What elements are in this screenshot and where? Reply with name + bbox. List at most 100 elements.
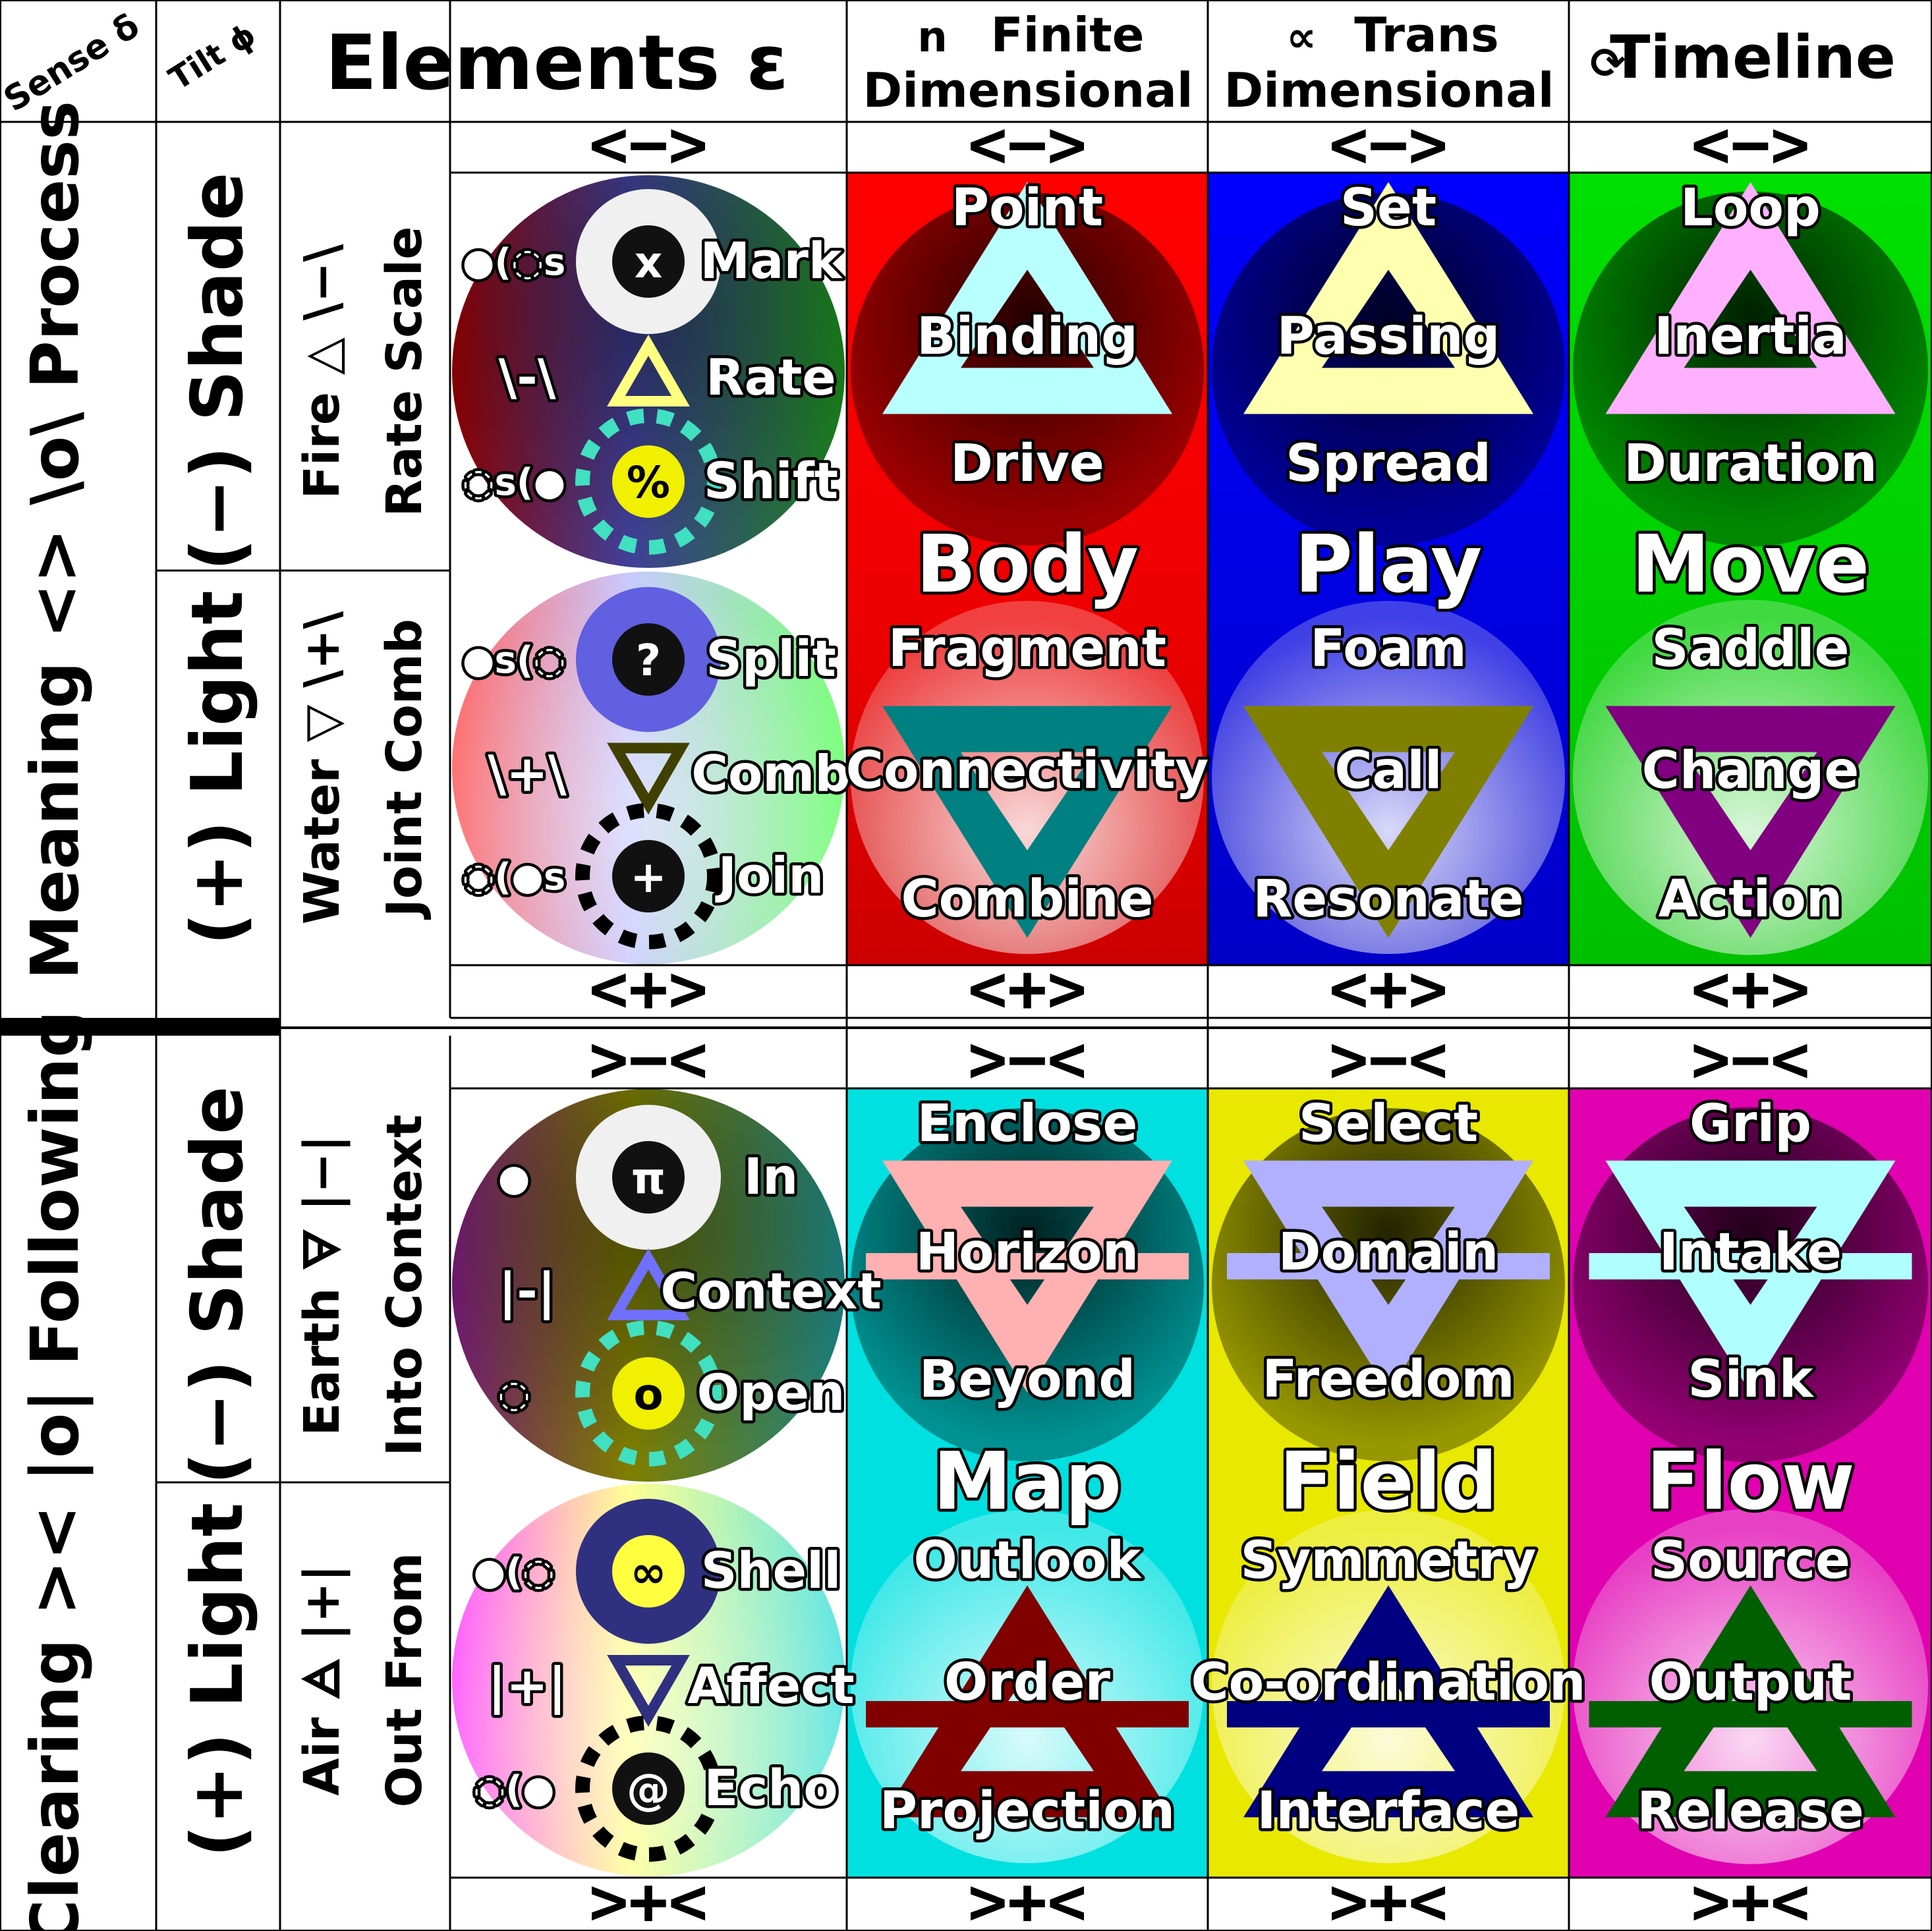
element-side-operator: \+\ [488, 744, 566, 803]
side-label-bottom: Clearing >< |o| Following [16, 1011, 94, 1931]
operator-label: <−> [968, 106, 1087, 183]
element-glyphs: πo [575, 1105, 722, 1467]
element-side-operator: |-| [498, 1262, 555, 1321]
element-item-label: Context [660, 1262, 881, 1320]
glyph-core [612, 1141, 685, 1214]
cell-word: Release [1637, 1781, 1864, 1841]
cell-word: Loop [1680, 179, 1821, 238]
element-name: Earth 🜃 |−| [294, 1134, 351, 1436]
column-big-word-bottom: Map [933, 1436, 1122, 1528]
element-marker: ● [498, 1157, 530, 1200]
triangle-bar [1227, 1253, 1550, 1279]
tilt-label: (+) Light [177, 1503, 259, 1857]
cell-word: Enclose [917, 1094, 1138, 1154]
element-marker: ●(◌s [463, 241, 566, 284]
element-glyphs: ?+ [575, 587, 722, 949]
glyph-triangle [607, 334, 690, 406]
triangle-shape [1605, 1160, 1896, 1393]
operator-label: >−< [1691, 1021, 1810, 1098]
element-item-label: Mark [700, 231, 843, 290]
cell-word: Interface [1257, 1781, 1520, 1841]
operator-label: >−< [589, 1021, 708, 1098]
element-disc-shade [452, 1089, 845, 1482]
operator-label: >−< [1329, 1021, 1448, 1098]
header-finite-symbol: n [917, 13, 948, 62]
operator-label: <+> [1691, 950, 1810, 1027]
element-disc-shade [452, 175, 845, 568]
header-trans-symbol: ∝ [1286, 13, 1317, 62]
triangle-bar [1589, 1253, 1912, 1279]
light-disc [851, 601, 1204, 954]
element-item-label: Join [715, 846, 824, 905]
triangle-shape [882, 182, 1172, 414]
triangle-symbol [1227, 1160, 1550, 1393]
element-marker: ◌(● [473, 1768, 554, 1811]
element-marker: ●s(◌ [463, 639, 566, 682]
glyph-ring [575, 1716, 722, 1862]
cell-word: Horizon [916, 1223, 1139, 1282]
cell-word: Sink [1688, 1350, 1814, 1409]
triangle-symbol [882, 706, 1172, 938]
element-item-label: Comb [691, 744, 851, 803]
cell-word: Duration [1624, 434, 1877, 493]
triangle-bar [1589, 1701, 1912, 1727]
header-trans-top: Trans [1354, 7, 1498, 63]
cell-word: Domain [1278, 1223, 1499, 1282]
cell-word: Co-ordination [1191, 1653, 1585, 1712]
cell-word: Set [1340, 179, 1436, 238]
triangle-bar [866, 1253, 1189, 1279]
element-item-label: Affect [687, 1656, 854, 1715]
cell-word: Order [944, 1653, 1111, 1712]
column-big-word-bottom: Field [1279, 1436, 1498, 1528]
triangle-shape [1243, 1585, 1533, 1818]
operator-label: >+< [968, 1863, 1087, 1931]
cell-word: Source [1651, 1531, 1850, 1590]
triangle-shape [1605, 706, 1896, 938]
triangle-symbol [1605, 182, 1896, 414]
glyph-core [612, 623, 685, 696]
element-item-label: Echo [704, 1758, 838, 1817]
light-disc [1212, 601, 1565, 954]
tilt-label: (−) Shade [177, 1086, 259, 1485]
cell-word: Drive [950, 434, 1104, 493]
element-item-label: Split [706, 629, 836, 688]
cell-word: Combine [901, 870, 1153, 929]
cell-word: Intake [1659, 1223, 1842, 1282]
triangle-symbol [1589, 1160, 1912, 1393]
element-item-label: Shift [704, 451, 838, 510]
header-trans-bottom: Dimensional [1224, 63, 1554, 118]
cell-word: Fragment [888, 619, 1166, 679]
element-phrase: Joint Comb [376, 619, 433, 920]
cell-word: Passing [1277, 307, 1500, 366]
operator-label: <−> [589, 106, 708, 183]
triangle-shape [882, 1160, 1172, 1393]
triangle-shape [882, 706, 1172, 938]
cell-word: Outlook [914, 1531, 1143, 1590]
element-phrase: Rate Scale [376, 227, 433, 517]
glyph-triangle [607, 1655, 690, 1727]
element-marker: ●(◌ [473, 1551, 554, 1594]
header-finite-bottom: Dimensional [863, 63, 1193, 118]
side-label-top: Meaning <> \o\ Process [16, 101, 94, 980]
operator-label: <+> [968, 950, 1087, 1027]
element-glyphs: x% [575, 189, 722, 555]
glyph-core [612, 445, 685, 518]
cell-word: Freedom [1262, 1350, 1514, 1409]
triangle-symbol [866, 1585, 1189, 1818]
cell-word: Point [952, 179, 1103, 238]
cell-word: Inertia [1654, 307, 1847, 366]
glyph-triangle [607, 742, 690, 815]
operator-label: >+< [1691, 1863, 1810, 1931]
element-item-label: In [744, 1147, 798, 1206]
operator-label: >+< [589, 1863, 708, 1931]
tilt-label: (−) Shade [177, 173, 259, 571]
header-finite-top: Finite [990, 7, 1144, 63]
cell-word: Symmetry [1240, 1531, 1536, 1590]
cell-word: Foam [1310, 619, 1467, 679]
column-big-word-bottom: Flow [1646, 1436, 1854, 1528]
element-marker: ◌ [498, 1373, 530, 1416]
glyph-symbol: ? [636, 635, 661, 686]
column-big-word-top: Body [916, 519, 1139, 611]
cell-word: Saddle [1651, 619, 1849, 679]
